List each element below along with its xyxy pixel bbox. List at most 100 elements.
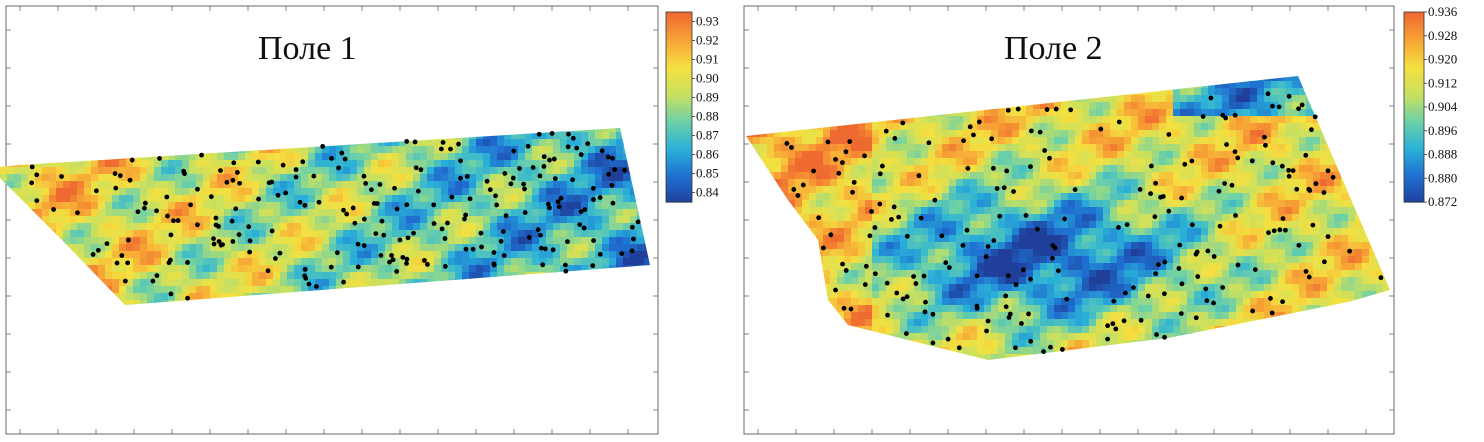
sample-point [93,188,99,194]
sample-point [974,273,980,279]
sample-point [1208,95,1214,101]
sample-point [1152,214,1158,220]
sample-point [869,209,874,214]
sample-point [425,262,430,267]
sample-point [29,164,35,170]
sample-point [530,165,536,170]
sample-point [840,160,845,166]
sample-point [493,193,498,199]
sample-point [1068,107,1074,113]
sample-point [784,141,790,146]
sample-point [117,173,123,179]
sample-point [1312,114,1318,120]
sample-point [1189,158,1195,164]
sample-point [1044,107,1050,112]
sample-point [1217,223,1223,229]
sample-point [1178,311,1184,316]
sample-point [1252,267,1258,272]
colorbar-tick-label: 0.88 [696,109,719,124]
sample-point [501,253,507,258]
sample-point [570,135,576,141]
sample-point [883,128,889,134]
sample-point [578,152,584,158]
sample-point [1286,167,1291,173]
sample-point [1130,285,1136,291]
sample-point [961,138,966,144]
sample-point [211,241,217,247]
sample-point [361,216,367,222]
sample-point [1270,103,1275,109]
sample-point [552,176,558,182]
sample-point [1193,251,1199,257]
field2-map [743,5,1395,435]
sample-point [341,279,347,285]
sample-point [930,311,936,317]
sample-point [872,271,878,277]
sample-point [1013,282,1019,288]
sample-point [230,239,236,244]
sample-point [1266,230,1271,236]
sample-point [921,273,927,279]
sample-point [789,145,794,150]
sample-point [862,282,868,287]
colorbar-tick-label: 0.85 [696,166,719,181]
sample-point [1137,187,1143,192]
sample-point [442,264,448,269]
sample-point [236,232,242,238]
sample-point [233,206,239,212]
sample-point [1262,134,1267,140]
sample-point [498,238,504,244]
sample-point [1062,216,1067,222]
map-frame [743,5,1395,435]
sample-point [960,242,966,248]
sample-point [590,263,596,269]
sample-point [234,170,240,175]
sample-point [1269,310,1275,316]
sample-point [1116,119,1122,125]
sample-point [1306,274,1312,280]
map-frame [5,5,659,435]
sample-point [113,185,119,191]
sample-point [1028,164,1033,170]
colorbar-tick-label: 0.87 [696,128,719,143]
sample-point [985,318,991,324]
sample-point [1162,259,1168,265]
sample-point [591,238,596,243]
sample-point [175,218,181,223]
colorbar-tick-label: 0.93 [696,14,719,29]
sample-point [303,275,309,281]
sample-point [930,340,936,346]
sample-point [1162,334,1167,340]
sample-point [1205,248,1211,254]
sample-point [195,186,200,192]
sample-point [164,194,170,200]
sample-point [273,256,278,261]
sample-point [885,312,890,318]
sample-point [341,207,346,213]
sample-point [1005,273,1011,279]
sample-point [336,165,342,171]
sample-point [1013,345,1018,351]
sample-point [566,131,571,137]
sample-point [983,254,989,259]
sample-point [449,194,455,200]
sample-point [154,273,160,279]
sample-point [848,306,854,312]
sample-point [352,220,358,226]
sample-point [932,197,938,203]
sample-point [991,165,996,171]
sample-point [609,182,615,188]
sample-point [547,205,552,211]
sample-point [224,179,230,185]
sample-point [255,159,261,165]
sample-point [923,299,928,305]
sample-point [841,305,847,311]
sample-point [1023,213,1029,218]
sample-point [1220,285,1226,290]
sample-point [442,236,448,241]
colorbar-tick-label: 0.872 [1428,194,1457,209]
sample-point [574,145,580,151]
sample-point [862,153,867,159]
sample-point [1047,155,1052,161]
sample-point [135,209,141,215]
